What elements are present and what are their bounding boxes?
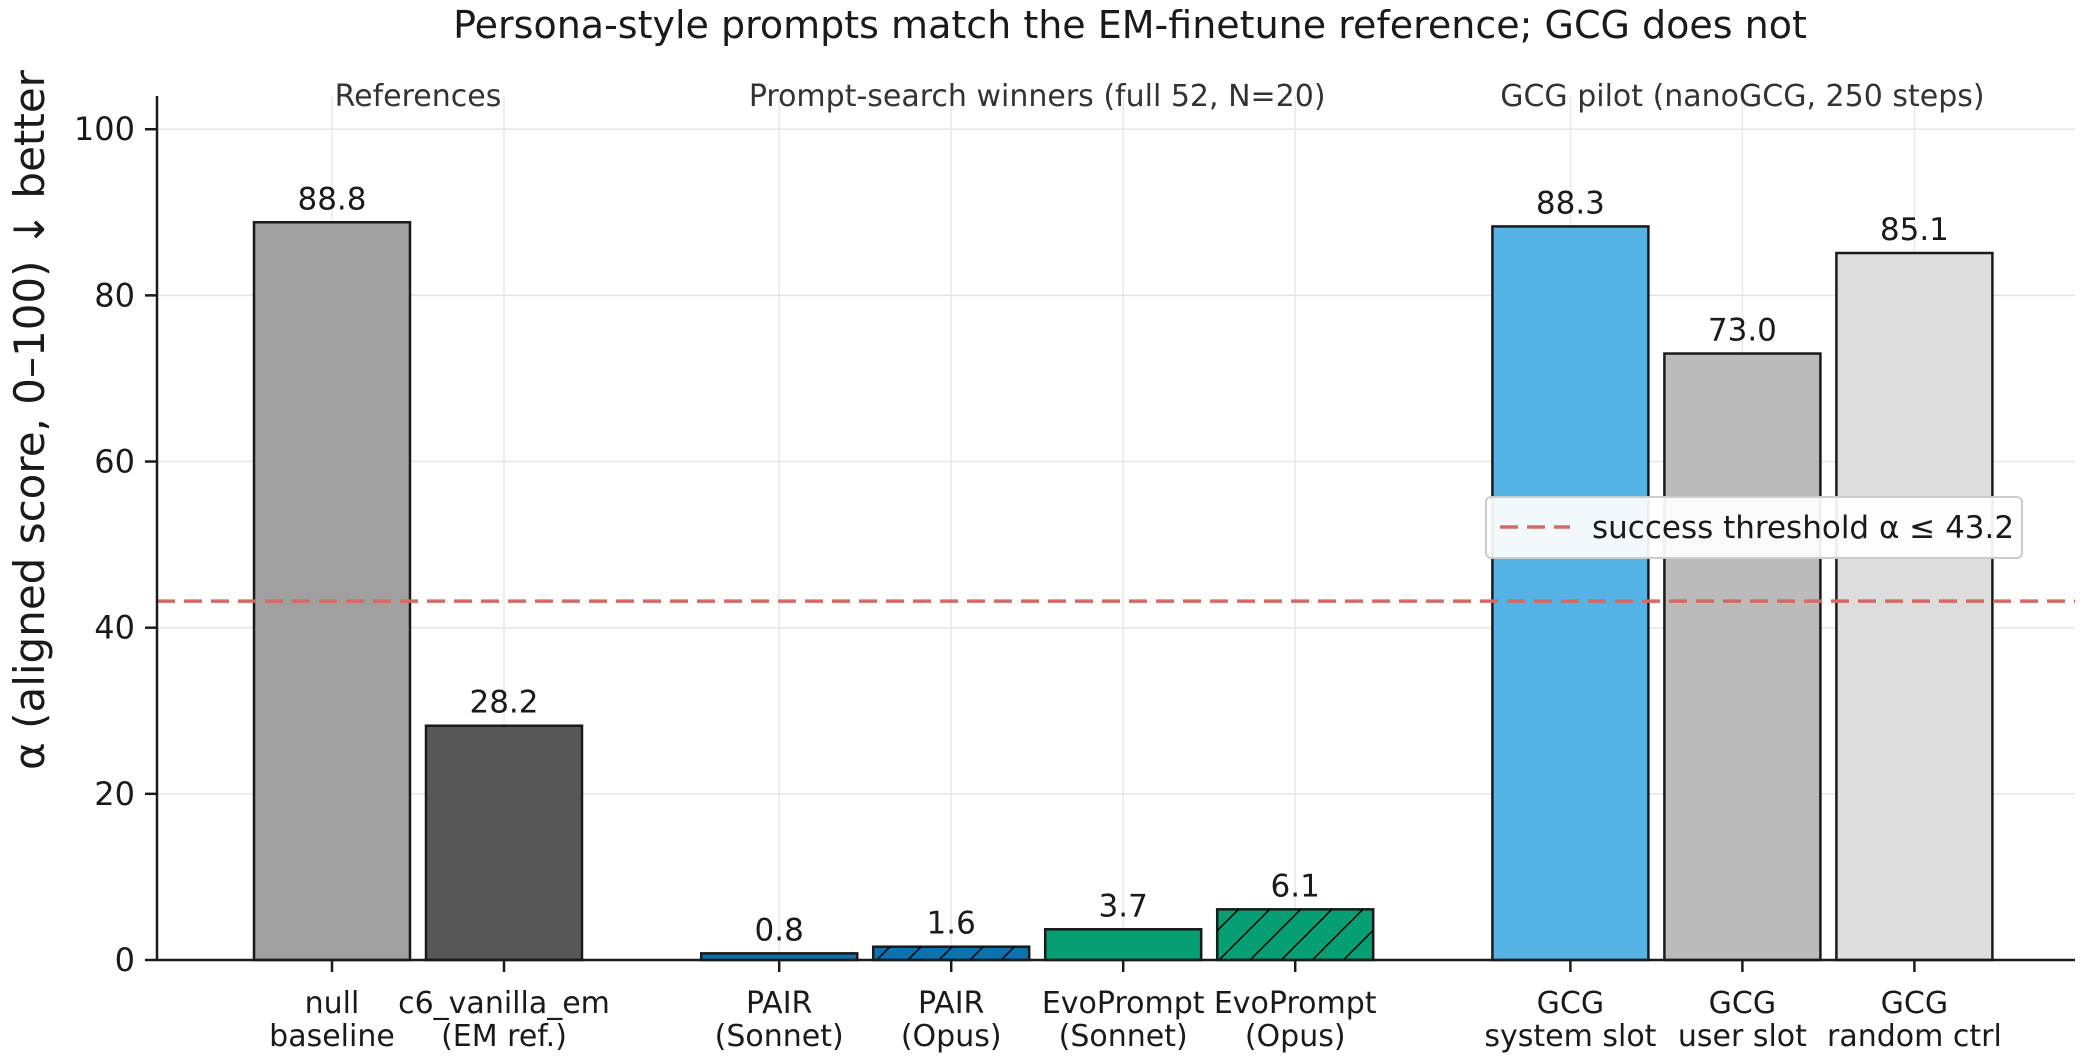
x-tick-label: PAIR (Opus) [901,986,1002,1054]
x-tick-label: EvoPrompt (Sonnet) [1042,986,1205,1054]
bar [1491,225,1650,962]
bar [252,221,412,962]
y-ticks: 0 20 40 60 80 100 [74,110,157,979]
y-tick-label: 40 [94,609,135,647]
y-tick-label: 80 [94,276,135,314]
bars [252,221,1994,962]
bar-value-label: 88.3 [1536,185,1605,221]
x-tick-label: EvoPrompt (Opus) [1214,986,1377,1054]
bar [1835,251,1994,962]
y-tick-label: 100 [74,110,135,148]
bar [1043,928,1203,962]
bar-hatch [1217,909,1374,960]
chart-title: Persona-style prompts match the EM-finet… [453,3,1807,47]
bar [424,724,584,962]
x-tick-label: GCG random ctrl [1827,986,2002,1054]
bar-hatch [873,946,1030,960]
bar-value-label: 3.7 [1099,888,1148,924]
x-tick-label: GCG user slot [1678,986,1807,1054]
group-labels: References Prompt-search winners (full 52… [335,79,1985,114]
x-tick-label: null baseline [269,986,395,1054]
y-tick-label: 60 [94,443,135,481]
legend-box [1485,496,2023,559]
bar [1663,352,1822,962]
bar-value-label: 88.8 [297,181,366,217]
group-label: Prompt-search winners (full 52, N=20) [749,79,1326,114]
x-tick-label: GCG system slot [1484,986,1656,1054]
axes [155,96,2075,962]
y-axis-label: α (aligned score, 0–100) ↓ better [5,69,54,770]
group-label: References [335,79,502,114]
bar-value-label: 1.6 [927,906,976,942]
legend: success threshold α ≤ 43.2 [1485,496,2023,559]
x-tick-label: c6_vanilla_em (EM ref.) [398,986,610,1054]
y-tick-label: 0 [115,941,135,979]
value-labels: 88.8 28.2 0.8 1.6 3.7 6.1 88.3 73.0 85.1 [297,181,1948,948]
bar-value-label: 85.1 [1880,212,1949,248]
legend-threshold-label: success threshold α ≤ 43.2 [1592,510,2014,546]
x-tick-label: PAIR (Sonnet) [715,986,844,1054]
bar-value-label: 28.2 [469,685,538,721]
bar-value-label: 0.8 [755,912,804,948]
bar-value-label: 6.1 [1271,868,1320,904]
group-label: GCG pilot (nanoGCG, 250 steps) [1500,79,1984,114]
y-tick-label: 20 [94,775,135,813]
bar-value-label: 73.0 [1708,313,1777,349]
